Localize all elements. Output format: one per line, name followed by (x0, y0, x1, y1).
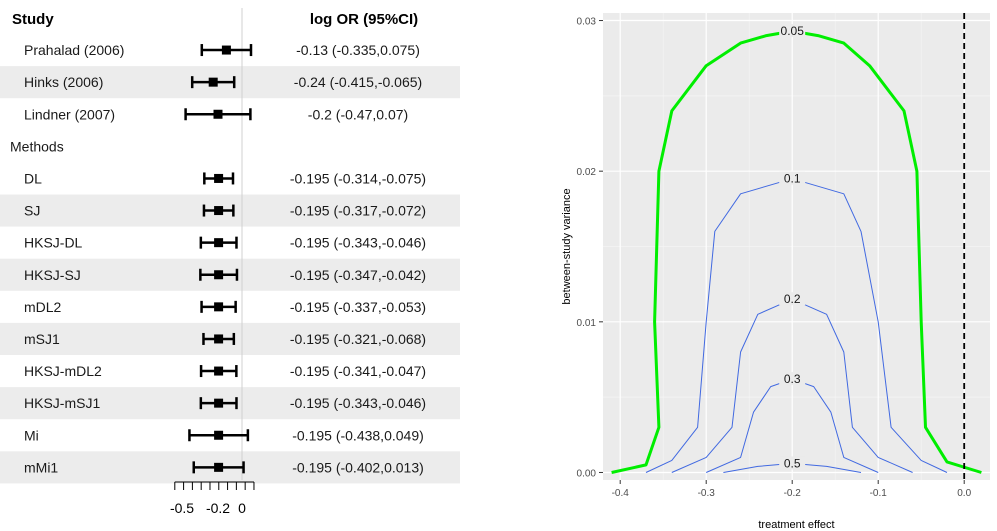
forest-tick-label: -0.5 (170, 500, 194, 516)
study-label: mDL2 (24, 299, 62, 315)
point-estimate (214, 398, 224, 408)
y-axis-title: between-study variance (561, 188, 573, 304)
x-tick-label: -0.2 (784, 488, 802, 499)
point-estimate (214, 462, 224, 472)
contour-level-label: 0.5 (784, 456, 801, 470)
point-estimate (214, 430, 224, 440)
estimate-text: -0.195 (-0.321,-0.068) (290, 331, 426, 347)
forest-tick-label: 0 (238, 500, 246, 516)
point-estimate (214, 206, 224, 216)
contour-level-label: 0.2 (784, 292, 801, 306)
x-tick-label: 0.0 (957, 488, 971, 499)
estimate-text: -0.2 (-0.47,0.07) (308, 106, 408, 122)
contour-label-bg (779, 24, 806, 38)
point-estimate (214, 366, 224, 376)
x-tick-label: -0.4 (612, 488, 630, 499)
study-label: mSJ1 (24, 331, 60, 347)
estimate-text: -0.195 (-0.341,-0.047) (290, 363, 426, 379)
study-label: DL (24, 170, 42, 186)
x-tick-label: -0.3 (698, 488, 716, 499)
point-estimate (214, 173, 224, 183)
x-tick-label: -0.1 (870, 488, 888, 499)
header-estimate: log OR (95%CI) (310, 11, 418, 28)
study-label: SJ (24, 203, 40, 219)
study-label: HKSJ-mSJ1 (24, 395, 100, 411)
point-estimate (214, 302, 224, 312)
estimate-text: -0.195 (-0.347,-0.042) (290, 267, 426, 283)
estimate-text: -0.24 (-0.415,-0.065) (294, 74, 422, 90)
estimate-text: -0.195 (-0.337,-0.053) (290, 299, 426, 315)
forest-plot: Study log OR (95%CI) Prahalad (2006) -0.13 … (0, 8, 460, 516)
x-axis-title: treatment effect (758, 519, 834, 531)
contour-label-bg (779, 456, 806, 470)
y-tick-label: 0.03 (577, 17, 597, 28)
estimate-text: -0.195 (-0.402,0.013) (292, 459, 424, 475)
contour-label-bg (779, 372, 806, 386)
y-tick-label: 0.00 (577, 468, 597, 479)
study-label: Prahalad (2006) (24, 42, 124, 58)
group-label: Methods (10, 138, 64, 154)
point-estimate (214, 270, 224, 280)
point-estimate (214, 238, 224, 248)
study-label: mMi1 (24, 459, 58, 475)
header-study: Study (12, 11, 54, 28)
forest-tick-label: -0.2 (206, 500, 230, 516)
estimate-text: -0.195 (-0.343,-0.046) (290, 395, 426, 411)
study-label: Mi (24, 427, 39, 443)
point-estimate (213, 109, 223, 119)
point-estimate (221, 45, 231, 55)
contour-level-label: 0.3 (784, 372, 801, 386)
estimate-text: -0.195 (-0.438,0.049) (292, 427, 424, 443)
estimate-text: -0.195 (-0.317,-0.072) (290, 203, 426, 219)
study-label: HKSJ-SJ (24, 267, 81, 283)
contour-plot: 0.05 0.1 0.2 0.3 0.5 -0.4 -0.3 -0.2 -0.1 0.0 0.00 0… (561, 13, 990, 531)
contour-level-label: 0.1 (784, 172, 801, 186)
y-tick-label: 0.01 (577, 318, 597, 329)
estimate-text: -0.13 (-0.335,0.075) (296, 42, 420, 58)
point-estimate (208, 77, 218, 87)
contour-label-bg (779, 171, 806, 185)
study-label: HKSJ-DL (24, 235, 83, 251)
contour-label-bg (779, 292, 806, 306)
estimate-text: -0.195 (-0.343,-0.046) (290, 235, 426, 251)
study-label: HKSJ-mDL2 (24, 363, 102, 379)
study-label: Lindner (2007) (24, 106, 115, 122)
y-tick-label: 0.02 (577, 167, 597, 178)
point-estimate (214, 334, 224, 344)
estimate-text: -0.195 (-0.314,-0.075) (290, 170, 426, 186)
study-label: Hinks (2006) (24, 74, 103, 90)
contour-level-label: 0.05 (781, 24, 805, 38)
